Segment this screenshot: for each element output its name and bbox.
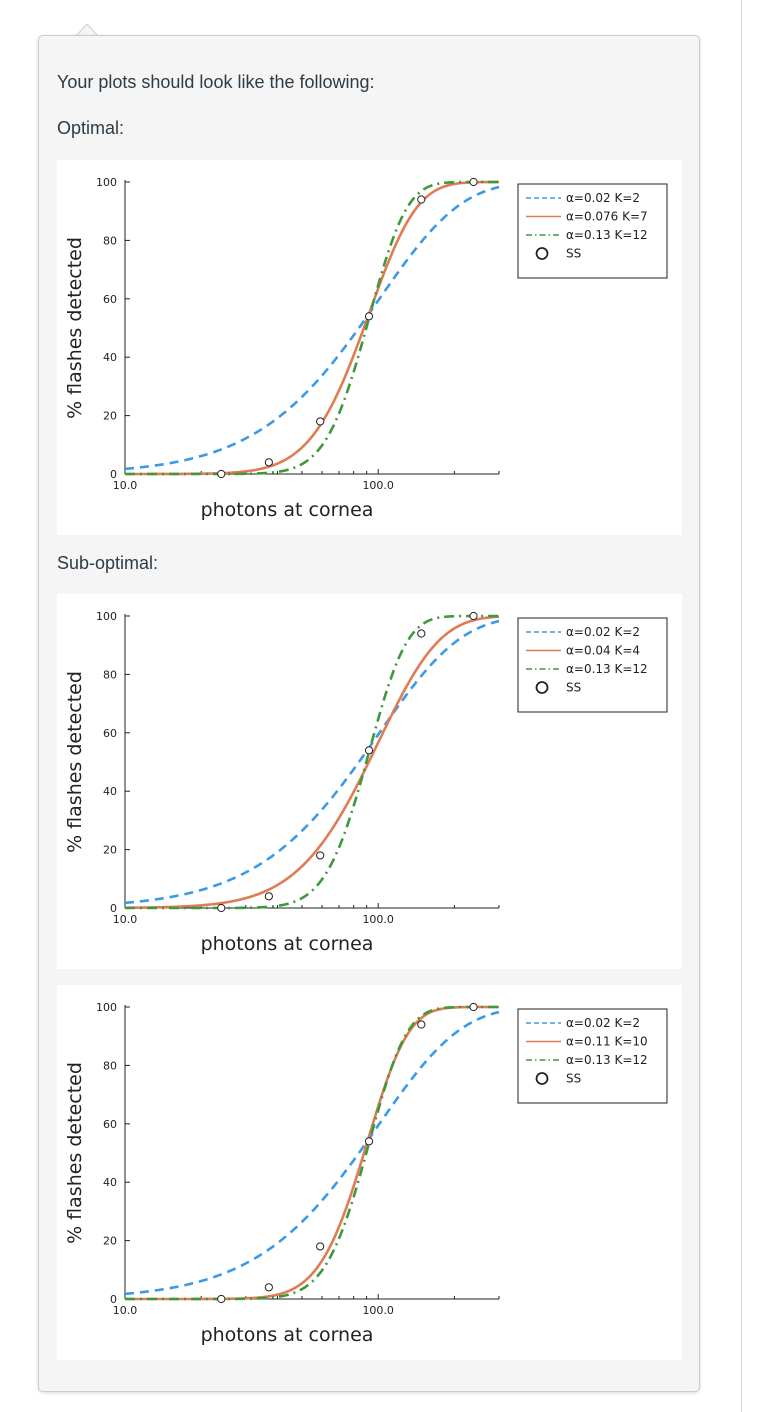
series-line-1 — [124, 619, 500, 905]
data-point — [217, 469, 226, 479]
y-tick-label: 60 — [103, 293, 117, 306]
legend-entry-2: α=0.11 K=10 — [566, 1035, 648, 1049]
y-tick-label: 0 — [110, 1293, 117, 1306]
y-tick-label: 100 — [96, 610, 117, 623]
x-tick-label: 10.0 — [113, 1304, 138, 1317]
y-axis-label: % flashes detected — [64, 671, 86, 853]
y-axis-label: % flashes detected — [64, 237, 86, 419]
section-title-optimal: Optimal: — [57, 118, 125, 138]
y-tick-label: 20 — [103, 844, 117, 857]
y-tick-label: 20 — [103, 410, 117, 423]
data-point — [417, 629, 426, 638]
section-title-suboptimal: Sub-optimal: — [57, 553, 159, 573]
y-tick-label: 80 — [103, 668, 117, 681]
legend-entry-1: α=0.02 K=2 — [566, 625, 640, 639]
data-point — [364, 746, 374, 755]
y-tick-label: 40 — [103, 351, 117, 364]
series-line-2 — [125, 1005, 499, 1301]
data-point — [364, 312, 374, 321]
data-point — [264, 892, 273, 901]
data-point — [316, 417, 325, 426]
y-axis-label: % flashes detected — [64, 1062, 86, 1244]
series-line-3 — [125, 1005, 499, 1301]
legend-entry-1: α=0.02 K=2 — [566, 191, 640, 205]
legend-entry-scatter: SS — [566, 247, 581, 261]
y-tick-label: 40 — [103, 1176, 117, 1189]
y-tick-label: 0 — [110, 902, 117, 915]
legend-box — [517, 617, 668, 713]
legend-entry-2: α=0.076 K=7 — [566, 210, 648, 224]
series-line-1 — [124, 1010, 500, 1296]
data-point — [217, 1294, 226, 1304]
x-tick-label: 100.0 — [362, 1304, 394, 1317]
plot-panel-optimal: 0 20 40 60 80 100 10.0 100.0 photons at cornea % … — [57, 160, 682, 535]
y-tick-label: 20 — [103, 1235, 117, 1248]
y-tick-label: 0 — [110, 468, 117, 481]
legend-box — [517, 1008, 668, 1104]
y-tick-label: 80 — [103, 1059, 117, 1072]
data-point — [417, 1020, 426, 1029]
x-axis-label: photons at cornea — [201, 933, 374, 955]
series-line-1 — [124, 185, 500, 471]
y-tick-label: 80 — [103, 234, 117, 247]
data-point — [316, 1242, 325, 1251]
x-axis-label: photons at cornea — [201, 499, 374, 521]
series-line-2 — [124, 615, 500, 910]
data-point — [264, 458, 273, 467]
data-point — [264, 1283, 273, 1292]
y-tick-label: 60 — [103, 1118, 117, 1131]
y-tick-label: 100 — [96, 176, 117, 189]
x-tick-label: 10.0 — [113, 479, 138, 492]
chart-optimal: 0 20 40 60 80 100 10.0 100.0 photons at cornea % … — [64, 176, 668, 521]
legend-entry-scatter: SS — [566, 681, 581, 695]
page-scrollbar[interactable] — [741, 0, 758, 1412]
data-point — [417, 195, 426, 204]
x-tick-label: 100.0 — [362, 479, 394, 492]
legend-entry-scatter: SS — [566, 1072, 581, 1086]
legend-swatch-scatter — [535, 681, 549, 694]
data-point — [217, 903, 226, 913]
chart-suboptimal-1: 0 20 40 60 80 100 10.0 100.0 photons at cornea % … — [64, 610, 668, 955]
legend-entry-3: α=0.13 K=12 — [566, 228, 648, 242]
legend-entry-1: α=0.02 K=2 — [566, 1016, 640, 1030]
legend-entry-2: α=0.04 K=4 — [566, 644, 640, 658]
x-tick-label: 10.0 — [113, 913, 138, 926]
chart-suboptimal-2: 0 20 40 60 80 100 10.0 100.0 photons at cornea % … — [64, 1001, 668, 1346]
legend-swatch-scatter — [535, 1072, 549, 1085]
series-line-3 — [125, 180, 499, 476]
legend-swatch-scatter — [535, 247, 549, 260]
series-line-3 — [125, 614, 499, 910]
legend-entry-3: α=0.13 K=12 — [566, 662, 648, 676]
y-tick-label: 60 — [103, 727, 117, 740]
data-point — [316, 851, 325, 860]
y-tick-label: 100 — [96, 1001, 117, 1014]
legend-box — [517, 183, 668, 279]
data-point — [469, 177, 478, 187]
x-axis-label: photons at cornea — [201, 1324, 374, 1346]
y-tick-label: 40 — [103, 785, 117, 798]
plot-panel-suboptimal-1: 0 20 40 60 80 100 10.0 100.0 photons at cornea % … — [57, 594, 682, 969]
legend-entry-3: α=0.13 K=12 — [566, 1053, 648, 1067]
data-point — [469, 1002, 478, 1012]
data-point — [469, 611, 478, 621]
plot-panel-suboptimal-2: 0 20 40 60 80 100 10.0 100.0 photons at cornea % … — [57, 985, 682, 1360]
x-tick-label: 100.0 — [362, 913, 394, 926]
data-point — [364, 1137, 374, 1146]
series-line-2 — [124, 180, 499, 476]
intro-text: Your plots should look like the followin… — [57, 72, 375, 92]
